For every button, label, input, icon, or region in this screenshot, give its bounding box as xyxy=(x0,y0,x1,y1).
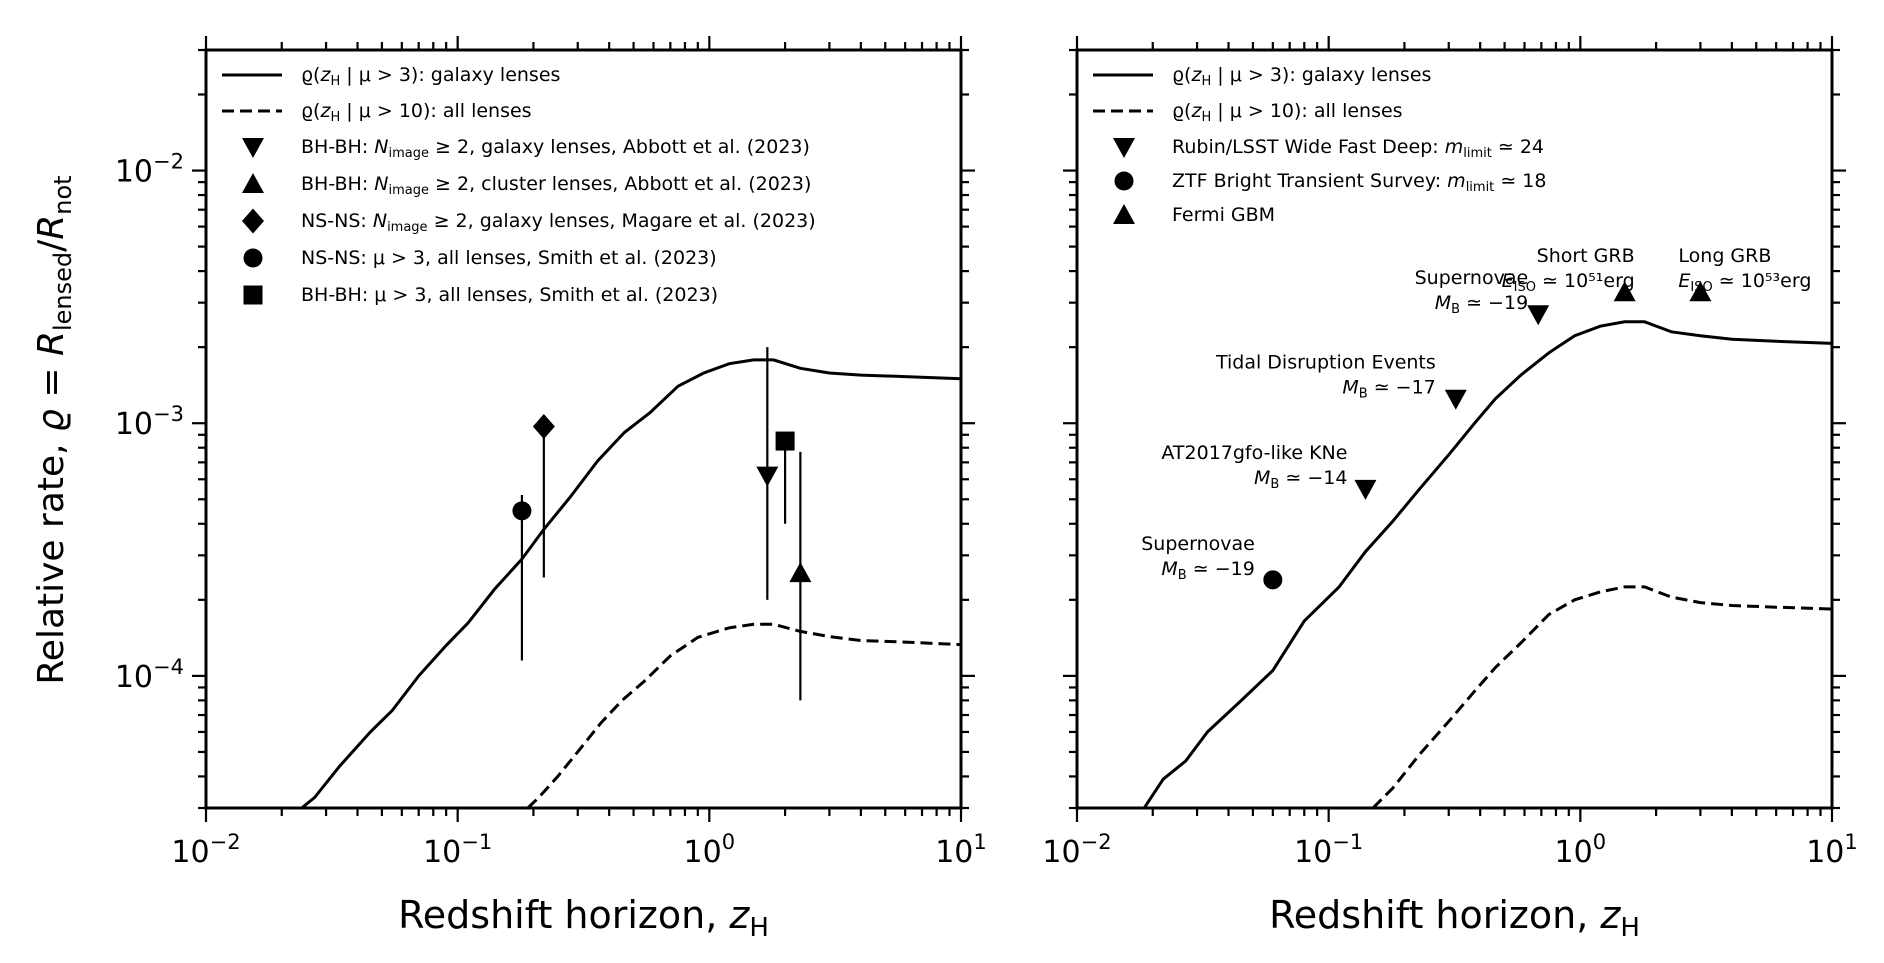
point-label: Supernovae xyxy=(1141,533,1255,555)
legend: ϱ(zH | μ > 3): galaxy lenses ϱ(zH | μ > 1… xyxy=(222,64,816,306)
legend-text: ϱ(zH | μ > 3): galaxy lenses xyxy=(1172,64,1431,89)
point-label: Supernovae xyxy=(1415,267,1529,289)
legend-marker xyxy=(242,138,264,158)
point-sublabel: MB ≃ −17 xyxy=(1342,377,1435,402)
x-axis-label: Redshift horizon, zH xyxy=(398,893,769,943)
data-point-triangle-down xyxy=(1354,479,1377,500)
point-label: Short GRB xyxy=(1537,245,1635,267)
legend-text: BH-BH: Nimage ≥ 2, cluster lenses, Abbot… xyxy=(301,173,811,198)
legend-text: Rubin/LSST Wide Fast Deep: mlimit ≃ 24 xyxy=(1172,136,1544,161)
point-sublabel: MB ≃ −14 xyxy=(1254,467,1347,492)
x-tick-label: 10−1 xyxy=(1294,830,1363,870)
point-label: AT2017gfo-like KNe xyxy=(1161,442,1347,464)
legend-text: ϱ(zH | μ > 3): galaxy lenses xyxy=(301,64,560,89)
legend-marker xyxy=(1113,204,1135,224)
data-point-circle xyxy=(512,501,532,521)
data-point-square xyxy=(775,431,795,451)
x-axis-label: Redshift horizon, zH xyxy=(1269,893,1640,943)
x-tick-label: 101 xyxy=(1806,830,1858,870)
data-point-circle xyxy=(1263,570,1283,590)
data-point-triangle-down xyxy=(756,466,779,487)
plot-area xyxy=(1142,320,1832,808)
legend-text: ϱ(zH | μ > 10): all lenses xyxy=(301,100,532,125)
legend-marker xyxy=(242,173,264,193)
legend-marker xyxy=(1114,171,1134,191)
y-tick-label: 10−3 xyxy=(115,402,184,442)
data-point-triangle-up xyxy=(1689,281,1712,302)
legend-text: BH-BH: μ > 3, all lenses, Smith et al. (… xyxy=(301,284,718,306)
y-axis-label: Relative rate, ϱ = Rlensed/Rnot xyxy=(31,175,77,684)
data-point-diamond xyxy=(532,414,555,440)
data-point-triangle-down xyxy=(1444,389,1467,410)
left-panel: 10−2 10−1 100 101 10−4 10−3 10−2 Redshift horiz… xyxy=(115,36,987,943)
series-line-all-lenses xyxy=(1371,585,1832,808)
x-tick-label: 10−2 xyxy=(1042,830,1111,870)
y-tick-label: 10−4 xyxy=(115,655,184,695)
legend-text: ZTF Bright Transient Survey: mlimit ≃ 18 xyxy=(1172,170,1546,195)
legend-text: NS-NS: Nimage ≥ 2, galaxy lenses, Magare… xyxy=(301,210,816,235)
point-sublabel: MB ≃ −19 xyxy=(1435,292,1528,317)
right-panel: 10−2 10−1 100 101 Redshift horizon, zH Supern… xyxy=(1042,36,1858,943)
legend-marker xyxy=(1113,138,1135,158)
series-line-galaxy-lenses xyxy=(1142,320,1832,808)
legend-text: Fermi GBM xyxy=(1172,204,1275,226)
legend-marker xyxy=(243,248,263,268)
legend-text: NS-NS: μ > 3, all lenses, Smith et al. (… xyxy=(301,247,717,269)
series-line-all-lenses xyxy=(526,622,961,808)
legend-marker xyxy=(242,208,264,234)
data-point-triangle-up xyxy=(1613,281,1636,302)
data-point-triangle-down xyxy=(1527,305,1550,326)
point-sublabel: EISO ≃ 10⁵³erg xyxy=(1678,270,1811,295)
x-tick-label: 10−1 xyxy=(423,830,492,870)
x-tick-label: 101 xyxy=(935,830,987,870)
legend-text: ϱ(zH | μ > 10): all lenses xyxy=(1172,100,1403,125)
point-label: Tidal Disruption Events xyxy=(1215,352,1436,374)
axes-frame xyxy=(204,48,963,810)
series-line-galaxy-lenses xyxy=(206,358,961,808)
legend-marker xyxy=(243,285,263,305)
point-label: Long GRB xyxy=(1678,245,1771,267)
point-sublabel: EISO ≃ 10⁵¹erg xyxy=(1502,270,1635,295)
legend-text: BH-BH: Nimage ≥ 2, galaxy lenses, Abbott… xyxy=(301,136,810,161)
plot-area xyxy=(206,358,961,808)
y-tick-label: 10−2 xyxy=(115,150,184,190)
x-tick-label: 10−2 xyxy=(171,830,240,870)
axes-frame xyxy=(1075,48,1834,810)
x-tick-label: 100 xyxy=(1555,830,1607,870)
data-point-triangle-up xyxy=(789,562,812,583)
legend: ϱ(zH | μ > 3): galaxy lenses ϱ(zH | μ > 1… xyxy=(1093,64,1546,226)
x-tick-label: 100 xyxy=(684,830,736,870)
point-sublabel: MB ≃ −19 xyxy=(1161,558,1254,583)
